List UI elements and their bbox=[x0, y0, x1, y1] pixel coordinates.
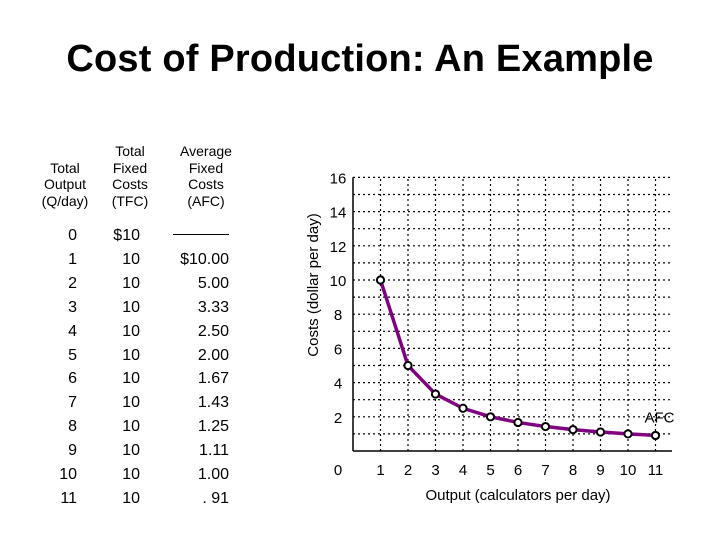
y-tick-label: 0 bbox=[334, 462, 342, 479]
cell-output: 10 bbox=[59, 466, 77, 483]
y-tick-label: 10 bbox=[330, 273, 347, 290]
data-point bbox=[403, 360, 413, 371]
x-tick-label: 9 bbox=[596, 462, 604, 479]
cell-afc: 1.25 bbox=[197, 418, 229, 436]
header-line: Fixed bbox=[188, 159, 224, 176]
data-point bbox=[540, 421, 551, 432]
x-tick-label: 6 bbox=[514, 462, 522, 479]
cell-afc: 1.00 bbox=[197, 466, 229, 483]
x-tick-label: 5 bbox=[486, 462, 494, 479]
cell-output: 1 bbox=[68, 250, 77, 268]
y-tick-label: 8 bbox=[334, 307, 342, 324]
cell-tfc: 10 bbox=[122, 442, 140, 460]
header-total-output: Total Output (Q/day) bbox=[20, 160, 110, 210]
x-tick-label: 10 bbox=[620, 462, 637, 479]
cell-output: 0 bbox=[68, 227, 77, 244]
page-title: Cost of Production: An Example bbox=[66, 38, 654, 80]
x-tick-label: 7 bbox=[541, 462, 549, 479]
cell-afc: 2.00 bbox=[197, 346, 229, 364]
x-tick-label: 1 bbox=[376, 462, 384, 479]
cell-tfc: 10 bbox=[122, 466, 140, 483]
header-line: Fixed bbox=[112, 159, 148, 176]
data-point bbox=[623, 429, 633, 439]
header-line: Costs bbox=[112, 176, 148, 192]
x-tick-label: 4 bbox=[459, 462, 467, 479]
y-tick-label: 14 bbox=[330, 205, 347, 222]
cell-output: 5 bbox=[68, 346, 77, 364]
cell-tfc: 10 bbox=[122, 394, 140, 412]
cell-tfc: 10 bbox=[122, 274, 140, 292]
x-tick-label: 8 bbox=[569, 462, 577, 479]
cell-tfc: 10 bbox=[122, 322, 140, 340]
y-tick-label: 2 bbox=[334, 410, 342, 427]
cell-tfc: 10 bbox=[122, 250, 140, 268]
cell-afc: 1.67 bbox=[197, 370, 229, 388]
cell-tfc: 10 bbox=[122, 418, 140, 436]
data-point bbox=[595, 427, 606, 437]
x-axis-label: Output (calculators per day) bbox=[425, 487, 610, 504]
cell-output: 9 bbox=[68, 442, 77, 460]
cell-afc: 1.11 bbox=[199, 442, 229, 460]
header-line: Total bbox=[115, 143, 145, 159]
cell-output: 6 bbox=[68, 370, 77, 388]
cell-output: 2 bbox=[68, 274, 77, 292]
data-point bbox=[650, 430, 661, 441]
x-tick-label: 2 bbox=[404, 462, 412, 479]
series-label-afc: AFC bbox=[645, 409, 675, 426]
x-tick-label: 3 bbox=[431, 462, 439, 479]
data-point bbox=[458, 403, 468, 413]
y-tick-label: 6 bbox=[334, 341, 342, 358]
cell-tfc: 10 bbox=[122, 489, 140, 507]
header-line: (TFC) bbox=[111, 192, 149, 209]
data-point bbox=[513, 417, 523, 428]
cell-afc: 1.43 bbox=[197, 394, 229, 412]
header-line: Total bbox=[50, 159, 80, 176]
header-line: (AFC) bbox=[187, 192, 225, 209]
cell-afc: 3.33 bbox=[197, 298, 229, 316]
y-tick-label: 16 bbox=[330, 170, 347, 187]
y-tick-label: 4 bbox=[334, 376, 342, 393]
cell-output: 4 bbox=[68, 322, 77, 340]
x-tick-label: 11 bbox=[648, 462, 664, 479]
header-tfc: Total Fixed Costs (TFC) bbox=[85, 143, 175, 209]
cell-output: 11 bbox=[60, 489, 77, 507]
data-point bbox=[485, 412, 496, 422]
data-point bbox=[430, 389, 441, 399]
cell-output: 3 bbox=[68, 298, 77, 316]
cell-afc: 2.50 bbox=[197, 322, 229, 340]
header-line: Output bbox=[43, 176, 87, 192]
cell-output: 7 bbox=[68, 394, 77, 412]
header-line: Average bbox=[180, 143, 232, 159]
data-point bbox=[375, 275, 386, 285]
cell-afc: 5.00 bbox=[197, 274, 229, 292]
header-afc: Average Fixed Costs (AFC) bbox=[161, 143, 251, 209]
y-axis-label: Costs (dollar per day) bbox=[305, 213, 322, 356]
cell-tfc: 10 bbox=[122, 298, 140, 316]
cell-output: 8 bbox=[68, 418, 77, 436]
cell-tfc: 10 bbox=[122, 370, 140, 388]
afc-zero-dash bbox=[173, 234, 229, 235]
cell-afc: $10.00 bbox=[180, 250, 229, 268]
cell-tfc: 10 bbox=[122, 346, 140, 364]
header-line: (Q/day) bbox=[41, 192, 89, 209]
data-point bbox=[568, 425, 578, 435]
y-tick-label: 12 bbox=[330, 239, 347, 256]
header-line: Costs bbox=[188, 176, 224, 192]
afc-line bbox=[378, 279, 656, 438]
cell-tfc: $10 bbox=[113, 227, 140, 244]
cell-afc: . 91 bbox=[202, 489, 229, 507]
